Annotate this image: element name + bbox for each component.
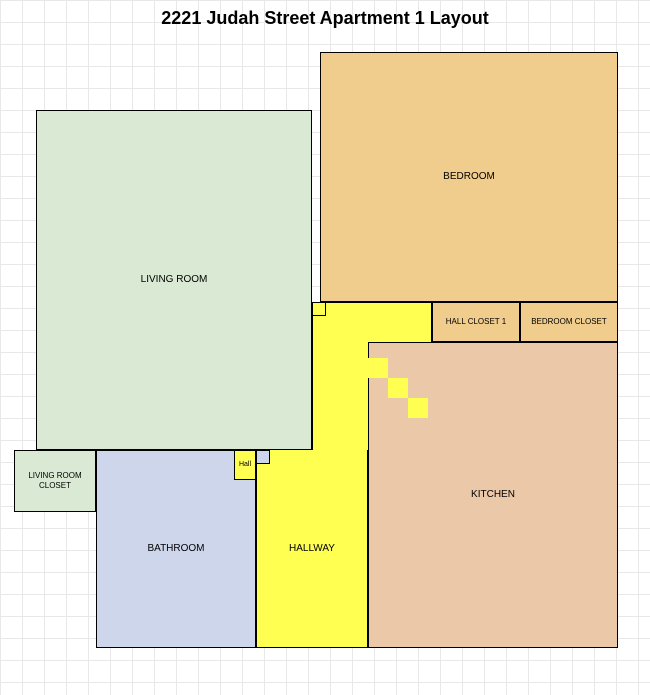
stair-step-icon — [388, 378, 408, 398]
room-label: LIVING ROOM — [141, 274, 208, 286]
room-label: BEDROOM — [443, 171, 495, 183]
room-hall-closet-1: HALL CLOSET 1 — [432, 302, 520, 342]
room-label: HALLWAY — [289, 543, 335, 555]
room-bedroom-closet: BEDROOM CLOSET — [520, 302, 618, 342]
room-bathroom: BATHROOM — [96, 450, 256, 648]
room-label: Hall — [239, 461, 251, 469]
room-label: BATHROOM — [147, 543, 204, 555]
title-text: 2221 Judah Street Apartment 1 Layout — [161, 8, 488, 28]
room-label: HALL CLOSET 1 — [446, 317, 506, 327]
room-living-room-closet: LIVING ROOM CLOSET — [14, 450, 96, 512]
corner-notch — [256, 450, 270, 464]
room-label: BEDROOM CLOSET — [531, 317, 607, 327]
room-living-room: LIVING ROOM — [36, 110, 312, 450]
room-bedroom: BEDROOM — [320, 52, 618, 302]
room-label: KITCHEN — [471, 489, 515, 501]
room-label: LIVING ROOM CLOSET — [15, 471, 95, 490]
room-hall: Hall — [234, 450, 256, 480]
page-title: 2221 Judah Street Apartment 1 Layout — [0, 8, 650, 29]
stair-step-icon — [408, 398, 428, 418]
corner-notch — [312, 302, 326, 316]
stair-step-icon — [368, 358, 388, 378]
room-hallway: HALLWAY — [256, 450, 368, 648]
